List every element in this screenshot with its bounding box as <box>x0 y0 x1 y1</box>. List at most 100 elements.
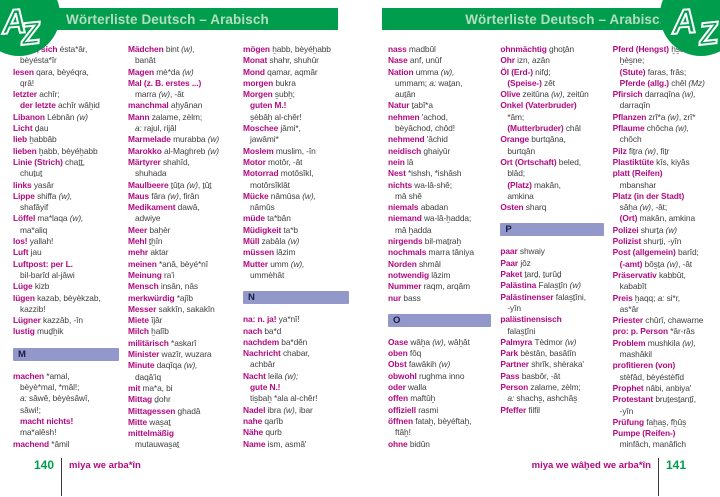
translation-text: 'achod, <box>421 111 448 122</box>
translation-text: (w) <box>432 336 444 347</box>
entry-line: mâ shê <box>388 191 491 202</box>
translation-text: ghadâ <box>177 405 201 416</box>
entry-line: nehmend 'âchid <box>388 134 491 145</box>
translation-text: a: <box>20 393 30 404</box>
translation-text: nâmûs <box>250 202 275 213</box>
translation-text: (w), <box>183 360 198 371</box>
headword: nichts <box>388 179 415 190</box>
headword: Pflanzen <box>612 111 649 122</box>
headword: Medikament <box>128 202 178 213</box>
headword: Löffel <box>13 213 38 224</box>
headword: mögen <box>243 44 273 54</box>
translation-text: ra'i <box>163 269 175 280</box>
headword: Pferde (allg.) <box>619 77 672 88</box>
headword: Norden <box>388 258 419 269</box>
translation-text: mè*da <box>156 66 183 77</box>
translation-text: bint <box>165 44 182 54</box>
dictionary-column: ohnmächtig ghoṯân Ohr izn, azân Öl (Erd-) … <box>500 44 604 451</box>
entry-line: nur bass <box>388 293 491 304</box>
headword: Pumpe (Reifen-) <box>612 428 676 439</box>
footer-right: miya we wâẖed we arba*în 141 <box>532 458 686 496</box>
headword: los! <box>13 236 30 247</box>
translation-text: kazzâb, -în <box>43 315 83 326</box>
translation-text: maftûẖ <box>410 393 436 404</box>
headword: Müll <box>243 236 262 247</box>
entry-line: Priester chûrî, chawarne <box>613 315 716 326</box>
translation-text: ḏohr <box>154 394 171 405</box>
translation-text: shahr, shuhûr <box>269 55 319 66</box>
entry-line: Linie (Strich) chaṯṯ, <box>13 157 119 168</box>
headword: Mehl <box>128 236 149 247</box>
headword: nehmend <box>388 134 427 145</box>
entry-line: Polizist shurṯi, -yîn <box>613 236 716 247</box>
headword: oben <box>388 348 410 359</box>
entry-line: platt (Reifen) <box>613 168 716 179</box>
entry-line: *âm; <box>500 112 603 123</box>
translation-text: ẖès̱ne; <box>619 55 645 66</box>
entry-line: links yasâr <box>13 180 119 191</box>
entry-line: Licht ḏau <box>13 123 119 134</box>
translation-text: qarîb <box>264 415 283 426</box>
headword: nur <box>388 292 404 303</box>
entry-line: offen maftûẖ <box>388 393 491 404</box>
entry-line: nahe qarîb <box>243 416 349 427</box>
translation-text: a: <box>135 123 145 134</box>
translation-text: wa-lâ-shê; <box>414 179 452 190</box>
headword: nach <box>243 325 265 336</box>
footer-pronunciation: miya we wâẖed we arba*în <box>531 460 651 471</box>
headword: Pfirsich <box>612 89 645 100</box>
headword: (Stute) <box>619 66 648 77</box>
entry-line: öffnen fataẖ, bèyéftaẖ, <box>388 416 491 427</box>
entry-line: militärisch *askarî <box>128 338 234 349</box>
headword: Nation <box>388 66 416 77</box>
entry-line: Nummer raqm, arqâm <box>388 281 491 292</box>
translation-text: , -ât <box>169 89 184 100</box>
entry-line: (Platz) makân, <box>500 180 603 191</box>
headword: Natur <box>388 100 412 111</box>
entry-line: Moslem muslim, -în <box>243 146 349 157</box>
header-bar-left: Wörterliste Deutsch – Arabisch <box>0 8 338 30</box>
translation-text: darraqîna <box>644 89 682 100</box>
entry-line: profitieren (von) <box>613 360 716 371</box>
translation-text: (w), <box>675 123 689 134</box>
translation-text: mushkila <box>647 337 683 348</box>
entry-line: Mitte was̱aṯ <box>128 417 234 428</box>
translation-text: dawâ, <box>177 202 200 213</box>
headword: Meinung <box>128 269 164 280</box>
headword: Onkel (Vaterbruder) <box>500 100 577 111</box>
translation-text: rughma inno <box>418 370 465 381</box>
entry-line: Lippe shiffa (w), <box>13 191 119 202</box>
translation-text: ghaiyûr <box>423 145 451 156</box>
headword: Plastiktüte <box>612 156 657 167</box>
dictionary-column: mögen ẖabb, bèyéẖabb Monat shahr, shuhûr M… <box>243 44 349 451</box>
headword: lustig <box>13 326 37 337</box>
translation-text: fataẖ, bèyéftaẖ, <box>415 415 472 426</box>
translation-text: (w) <box>167 190 179 201</box>
entry-line: mâ ẖadda <box>388 225 491 236</box>
entry-line: mutauwas̱aṯ <box>128 439 234 450</box>
entry-line: Pumpe (Reifen-) <box>613 428 716 439</box>
translation-text: ummèhât <box>250 269 285 280</box>
translation-text: mutauwas̱aṯ <box>135 439 180 450</box>
translation-text: (w) <box>666 258 679 269</box>
entry-line: Pfirsich darraqîna (w), <box>613 89 716 100</box>
entry-line: blâd; <box>500 168 603 179</box>
entry-line: neidisch ghaiyûr <box>388 146 491 157</box>
translation-text: si*r, <box>666 292 681 303</box>
entry-line: Palästinenser falas̱ṯîni, <box>500 292 603 303</box>
translation-text: kababît <box>619 281 647 292</box>
entry-line: palästinensisch <box>500 314 603 325</box>
entry-line: Magen mè*da (w) <box>128 67 234 78</box>
translation-text: *ajîb <box>176 292 193 303</box>
entry-line: Prophet nâbi, anbiya' <box>613 383 716 394</box>
translation-text: a: <box>429 77 439 88</box>
translation-text: jâmi*, <box>280 123 301 134</box>
headword: meinen <box>128 258 159 269</box>
translation-text: chûrî, chawarne <box>645 315 704 326</box>
headword: Problem <box>612 337 648 348</box>
entry-line: nehmen 'achod, <box>388 112 491 123</box>
entry-line: Mädchen bint (w), <box>128 44 234 55</box>
headword: notwendig <box>388 269 432 280</box>
translation-text: (w) <box>287 236 300 247</box>
